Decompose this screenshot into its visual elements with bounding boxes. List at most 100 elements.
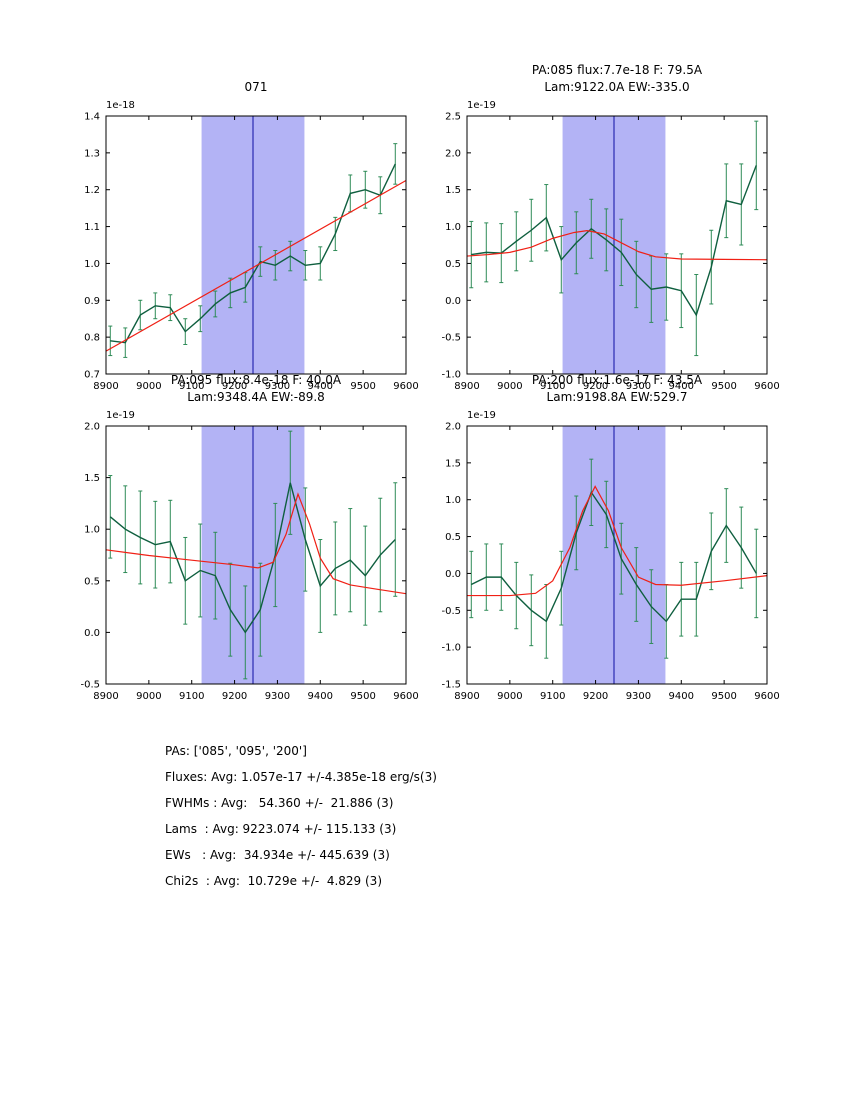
- y-tick-label: 1.5: [84, 473, 100, 484]
- x-tick-label: 9300: [265, 691, 290, 702]
- y-tick-label: 2.0: [84, 422, 100, 433]
- subplot-pa085-title-line1: PA:085 flux:7.7e-18 F: 79.5A: [531, 63, 703, 77]
- y-tick-label: 1.0: [445, 222, 461, 233]
- subplot-071-title: 071: [106, 62, 406, 96]
- x-tick-label: 8900: [454, 691, 479, 702]
- subplot-pa200-title-line1: PA:200 flux:1.6e-17 F: 43.5A: [531, 373, 703, 387]
- subplot-071-title-line1: [106, 62, 406, 79]
- stats-lams: Lams : Avg: 9223.074 +/- 115.133 (3): [165, 822, 397, 836]
- y-tick-label: 2.5: [445, 112, 461, 123]
- y-tick-label: 2.0: [445, 148, 461, 159]
- x-tick-label: 9200: [583, 691, 608, 702]
- fit-line: [105, 179, 407, 352]
- axes-frame: [466, 425, 768, 685]
- x-tick-label: 9500: [350, 381, 375, 392]
- y-tick-label: 0.5: [84, 576, 100, 587]
- y-tick-label: 1.3: [84, 148, 100, 159]
- subplot-pa085-title: PA:085 flux:7.7e-18 F: 79.5A Lam:9122.0A…: [467, 62, 767, 96]
- x-tick-label: 9100: [179, 691, 204, 702]
- y-tick-label: -0.5: [441, 606, 461, 617]
- subplot-pa095-title-line1: PA:095 flux:8.4e-18 F: 40.0A: [170, 373, 342, 387]
- x-tick-label: 9500: [350, 691, 375, 702]
- subplot-pa085: PA:085 flux:7.7e-18 F: 79.5A Lam:9122.0A…: [411, 62, 791, 398]
- y-tick-label: -1.5: [441, 680, 461, 691]
- subplot-pa095-title: PA:095 flux:8.4e-18 F: 40.0A Lam:9348.4A…: [106, 372, 406, 406]
- stats-ews: EWs : Avg: 34.934e +/- 445.639 (3): [165, 848, 390, 862]
- stats-fluxes: Fluxes: Avg: 1.057e-17 +/-4.385e-18 erg/…: [165, 770, 437, 784]
- y-tick-label: 1.4: [84, 112, 100, 123]
- spectrum-line: [471, 165, 757, 317]
- subplot-pa200-title: PA:200 flux:1.6e-17 F: 43.5A Lam:9198.8A…: [467, 372, 767, 406]
- x-tick-label: 9600: [754, 381, 779, 392]
- x-tick-label: 8900: [93, 381, 118, 392]
- fit-line: [105, 492, 407, 595]
- x-tick-label: 9400: [669, 381, 694, 392]
- y-tick-label: -1.0: [441, 370, 461, 381]
- y-tick-label: 1.1: [84, 222, 100, 233]
- x-tick-label: 9200: [583, 381, 608, 392]
- fit-line: [467, 485, 768, 597]
- plot-area-pa200: 8900 9000 9100 9200 9300 9400 9500 9600 -1.5 -1.0…: [441, 410, 779, 702]
- axes-frame: [105, 115, 407, 375]
- x-tick-label: 9100: [540, 691, 565, 702]
- y-tick-label: 1.5: [445, 458, 461, 469]
- x-tick-label: 9000: [136, 691, 161, 702]
- axis-offset-label: 1e-19: [467, 100, 496, 111]
- axes-frame: [466, 115, 768, 375]
- y-tick-label: 1.5: [445, 185, 461, 196]
- y-tick-label: 1.0: [84, 259, 100, 270]
- subplot-071-title-line2: 071: [244, 80, 268, 94]
- x-tick-label: 9300: [265, 381, 290, 392]
- subplot-pa200-title-line2: Lam:9198.8A EW:529.7: [546, 390, 688, 404]
- x-tick-label: 9500: [711, 381, 736, 392]
- x-tick-label: 9400: [669, 691, 694, 702]
- x-tick-label: 9300: [626, 381, 651, 392]
- subplot-pa095-title-line2: Lam:9348.4A EW:-89.8: [187, 390, 325, 404]
- subplot-pa200: PA:200 flux:1.6e-17 F: 43.5A Lam:9198.8A…: [411, 372, 791, 708]
- plot-area-pa095: 8900 9000 9100 9200 9300 9400 9500 9600 -0.5 0.0 0…: [80, 410, 418, 702]
- x-tick-label: 9500: [711, 691, 736, 702]
- stats-chi2s: Chi2s : Avg: 10.729e +/- 4.829 (3): [165, 874, 382, 888]
- x-tick-label: 9600: [754, 691, 779, 702]
- y-tick-label: 0.5: [445, 532, 461, 543]
- x-tick-label: 9100: [540, 381, 565, 392]
- y-tick-label: -1.0: [441, 643, 461, 654]
- y-tick-label: 1.0: [84, 525, 100, 536]
- subplot-071: 071 8900 9000 9100 9200 9300 9400 9500 9600 0.7 0…: [50, 62, 430, 398]
- stats-fwhms: FWHMs : Avg: 54.360 +/- 21.886 (3): [165, 796, 394, 810]
- x-tick-label: 9200: [222, 381, 247, 392]
- x-tick-label: 8900: [454, 381, 479, 392]
- axis-offset-label: 1e-19: [106, 410, 135, 421]
- axis-offset-label: 1e-19: [467, 410, 496, 421]
- fit-line: [466, 230, 768, 261]
- x-tick-label: 9200: [222, 691, 247, 702]
- y-tick-label: 0.0: [84, 628, 100, 639]
- x-tick-label: 9600: [393, 691, 418, 702]
- x-tick-label: 8900: [93, 691, 118, 702]
- x-tick-label: 9000: [497, 381, 522, 392]
- x-tick-label: 9000: [497, 691, 522, 702]
- plot-area-071: 8900 9000 9100 9200 9300 9400 9500 9600 0.7 0.8 0.…: [84, 100, 419, 392]
- spectrum-line: [470, 490, 757, 623]
- plot-area-pa085: 8900 9000 9100 9200 9300 9400 9500 9600 -1.0 -0.5…: [441, 100, 779, 392]
- axis-offset-label: 1e-18: [106, 100, 135, 111]
- y-tick-label: 0.0: [445, 296, 461, 307]
- y-tick-label: 1.0: [445, 495, 461, 506]
- subplot-pa095: PA:095 flux:8.4e-18 F: 40.0A Lam:9348.4A…: [50, 372, 430, 708]
- y-tick-label: 0.0: [445, 569, 461, 580]
- x-tick-label: 9300: [626, 691, 651, 702]
- stats-pas: PAs: ['085', '095', '200']: [165, 744, 307, 758]
- x-tick-label: 9100: [179, 381, 204, 392]
- y-tick-label: 2.0: [445, 422, 461, 433]
- x-tick-label: 9000: [136, 381, 161, 392]
- x-tick-label: 9400: [308, 381, 333, 392]
- y-tick-label: -0.5: [80, 680, 100, 691]
- axes-frame: [105, 425, 407, 685]
- x-tick-label: 9600: [393, 381, 418, 392]
- spectrum-line: [110, 163, 396, 344]
- spectrum-line: [109, 482, 396, 634]
- y-tick-label: 0.8: [84, 333, 100, 344]
- y-tick-label: 1.2: [84, 185, 100, 196]
- y-tick-label: 0.9: [84, 296, 100, 307]
